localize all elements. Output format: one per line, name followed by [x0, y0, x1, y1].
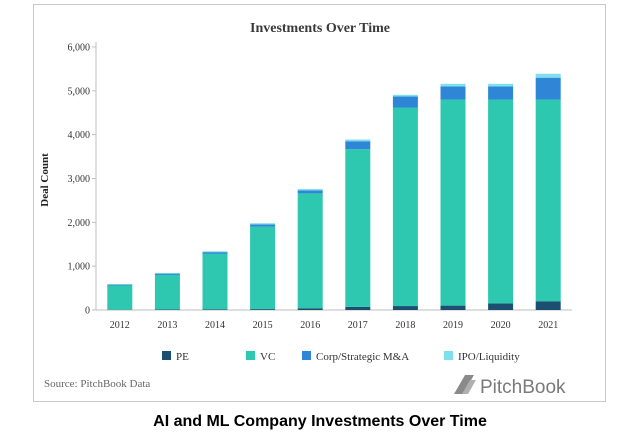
y-tick-label: 4,000: [68, 130, 91, 141]
figure-caption: AI and ML Company Investments Over Time: [153, 413, 487, 430]
x-tick-label: 2012: [110, 320, 130, 331]
x-tick-label: 2015: [253, 320, 273, 331]
bar-segment-pe: [440, 305, 466, 310]
legend-label: VC: [260, 351, 275, 363]
x-tick-label: 2020: [491, 320, 511, 331]
legend-label: Corp/Strategic M&A: [316, 351, 409, 363]
bar-segment-pe: [535, 301, 561, 310]
legend-item: PE: [162, 351, 189, 363]
chart-title: Investments Over Time: [250, 21, 390, 36]
legend-item: VC: [246, 351, 275, 363]
y-tick-label: 0: [85, 306, 90, 317]
bar-segment-vc: [440, 99, 466, 306]
bar-segment-corp-strategic-m-a: [297, 190, 323, 194]
bar-segment-ipo-liquidity: [154, 272, 180, 274]
bar-segment-pe: [297, 308, 323, 310]
bar-segment-vc: [345, 149, 371, 307]
bar-segment-corp-strategic-m-a: [392, 96, 418, 108]
bar-segment-vc: [488, 99, 514, 304]
y-tick-label: 2,000: [68, 218, 91, 229]
bar-segment-ipo-liquidity: [250, 223, 276, 225]
bar-segment-pe: [250, 309, 276, 310]
bar-segment-ipo-liquidity: [488, 83, 514, 87]
bar-segment-pe: [488, 303, 514, 310]
legend-item: Corp/Strategic M&A: [302, 351, 409, 363]
legend-label: PE: [176, 351, 189, 363]
bar-segment-vc: [107, 285, 133, 310]
chart: Investments Over Time Deal Count 0 1,000 2…: [39, 21, 572, 398]
bar-segment-vc: [154, 274, 180, 310]
bar-segment-corp-strategic-m-a: [345, 141, 371, 150]
bar-segment-corp-strategic-m-a: [488, 86, 514, 100]
bar-segment-ipo-liquidity: [535, 73, 561, 78]
bar-segment-corp-strategic-m-a: [202, 252, 228, 254]
x-tick-label: 2017: [348, 320, 368, 331]
x-tick-label: 2014: [205, 320, 225, 331]
y-tick-label: 6,000: [68, 43, 91, 54]
x-ticks: 2012 2013 2014 2015 2016 2017 2018 2019 2020 2021: [110, 320, 558, 331]
bar-segment-vc: [202, 253, 228, 310]
y-tick-label: 5,000: [68, 86, 91, 97]
y-ticks: 0 1,000 2,000 3,000 4,000 5,000 6,000: [68, 43, 96, 317]
y-axis-label: Deal Count: [39, 153, 51, 207]
bar-segment-pe: [392, 306, 418, 310]
bar-segment-ipo-liquidity: [202, 251, 228, 253]
bar-segment-corp-strategic-m-a: [250, 224, 276, 227]
legend-swatch: [302, 351, 311, 360]
bar-segment-corp-strategic-m-a: [107, 284, 133, 286]
x-tick-label: 2019: [443, 320, 463, 331]
y-tick-label: 3,000: [68, 174, 91, 185]
x-tick-label: 2013: [157, 320, 177, 331]
bar-segment-pe: [345, 306, 371, 310]
bar-segment-ipo-liquidity: [297, 189, 323, 191]
pitchbook-leaf-icon: [454, 375, 476, 394]
legend-swatch: [444, 351, 453, 360]
bar-segment-ipo-liquidity: [440, 83, 466, 87]
x-tick-label: 2021: [538, 320, 558, 331]
x-tick-label: 2018: [395, 320, 415, 331]
bar-segment-ipo-liquidity: [345, 139, 371, 142]
legend-item: IPO/Liquidity: [444, 351, 520, 363]
brand-name: PitchBook: [480, 377, 566, 398]
bar-segment-vc: [392, 107, 418, 307]
legend-label: IPO/Liquidity: [458, 351, 520, 363]
bar-segment-corp-strategic-m-a: [440, 86, 466, 100]
legend-swatch: [246, 351, 255, 360]
chart-frame: Investments Over Time Deal Count 0 1,000 2…: [33, 4, 606, 402]
pitchbook-logo: PitchBook: [454, 375, 566, 398]
source-note: Source: PitchBook Data: [44, 378, 150, 390]
legend-swatch: [162, 351, 171, 360]
bar-segment-corp-strategic-m-a: [154, 273, 180, 275]
y-tick-label: 1,000: [68, 262, 91, 273]
bar-segment-corp-strategic-m-a: [535, 77, 561, 100]
bar-segment-pe: [202, 309, 228, 310]
legend: PE VC Corp/Strategic M&A IPO/Liquidity: [162, 351, 520, 363]
x-tick-label: 2016: [300, 320, 320, 331]
bar-segment-vc: [250, 226, 276, 310]
bars: [107, 73, 561, 310]
bar-segment-vc: [297, 193, 323, 309]
bar-segment-vc: [535, 99, 561, 302]
bar-segment-ipo-liquidity: [392, 94, 418, 97]
